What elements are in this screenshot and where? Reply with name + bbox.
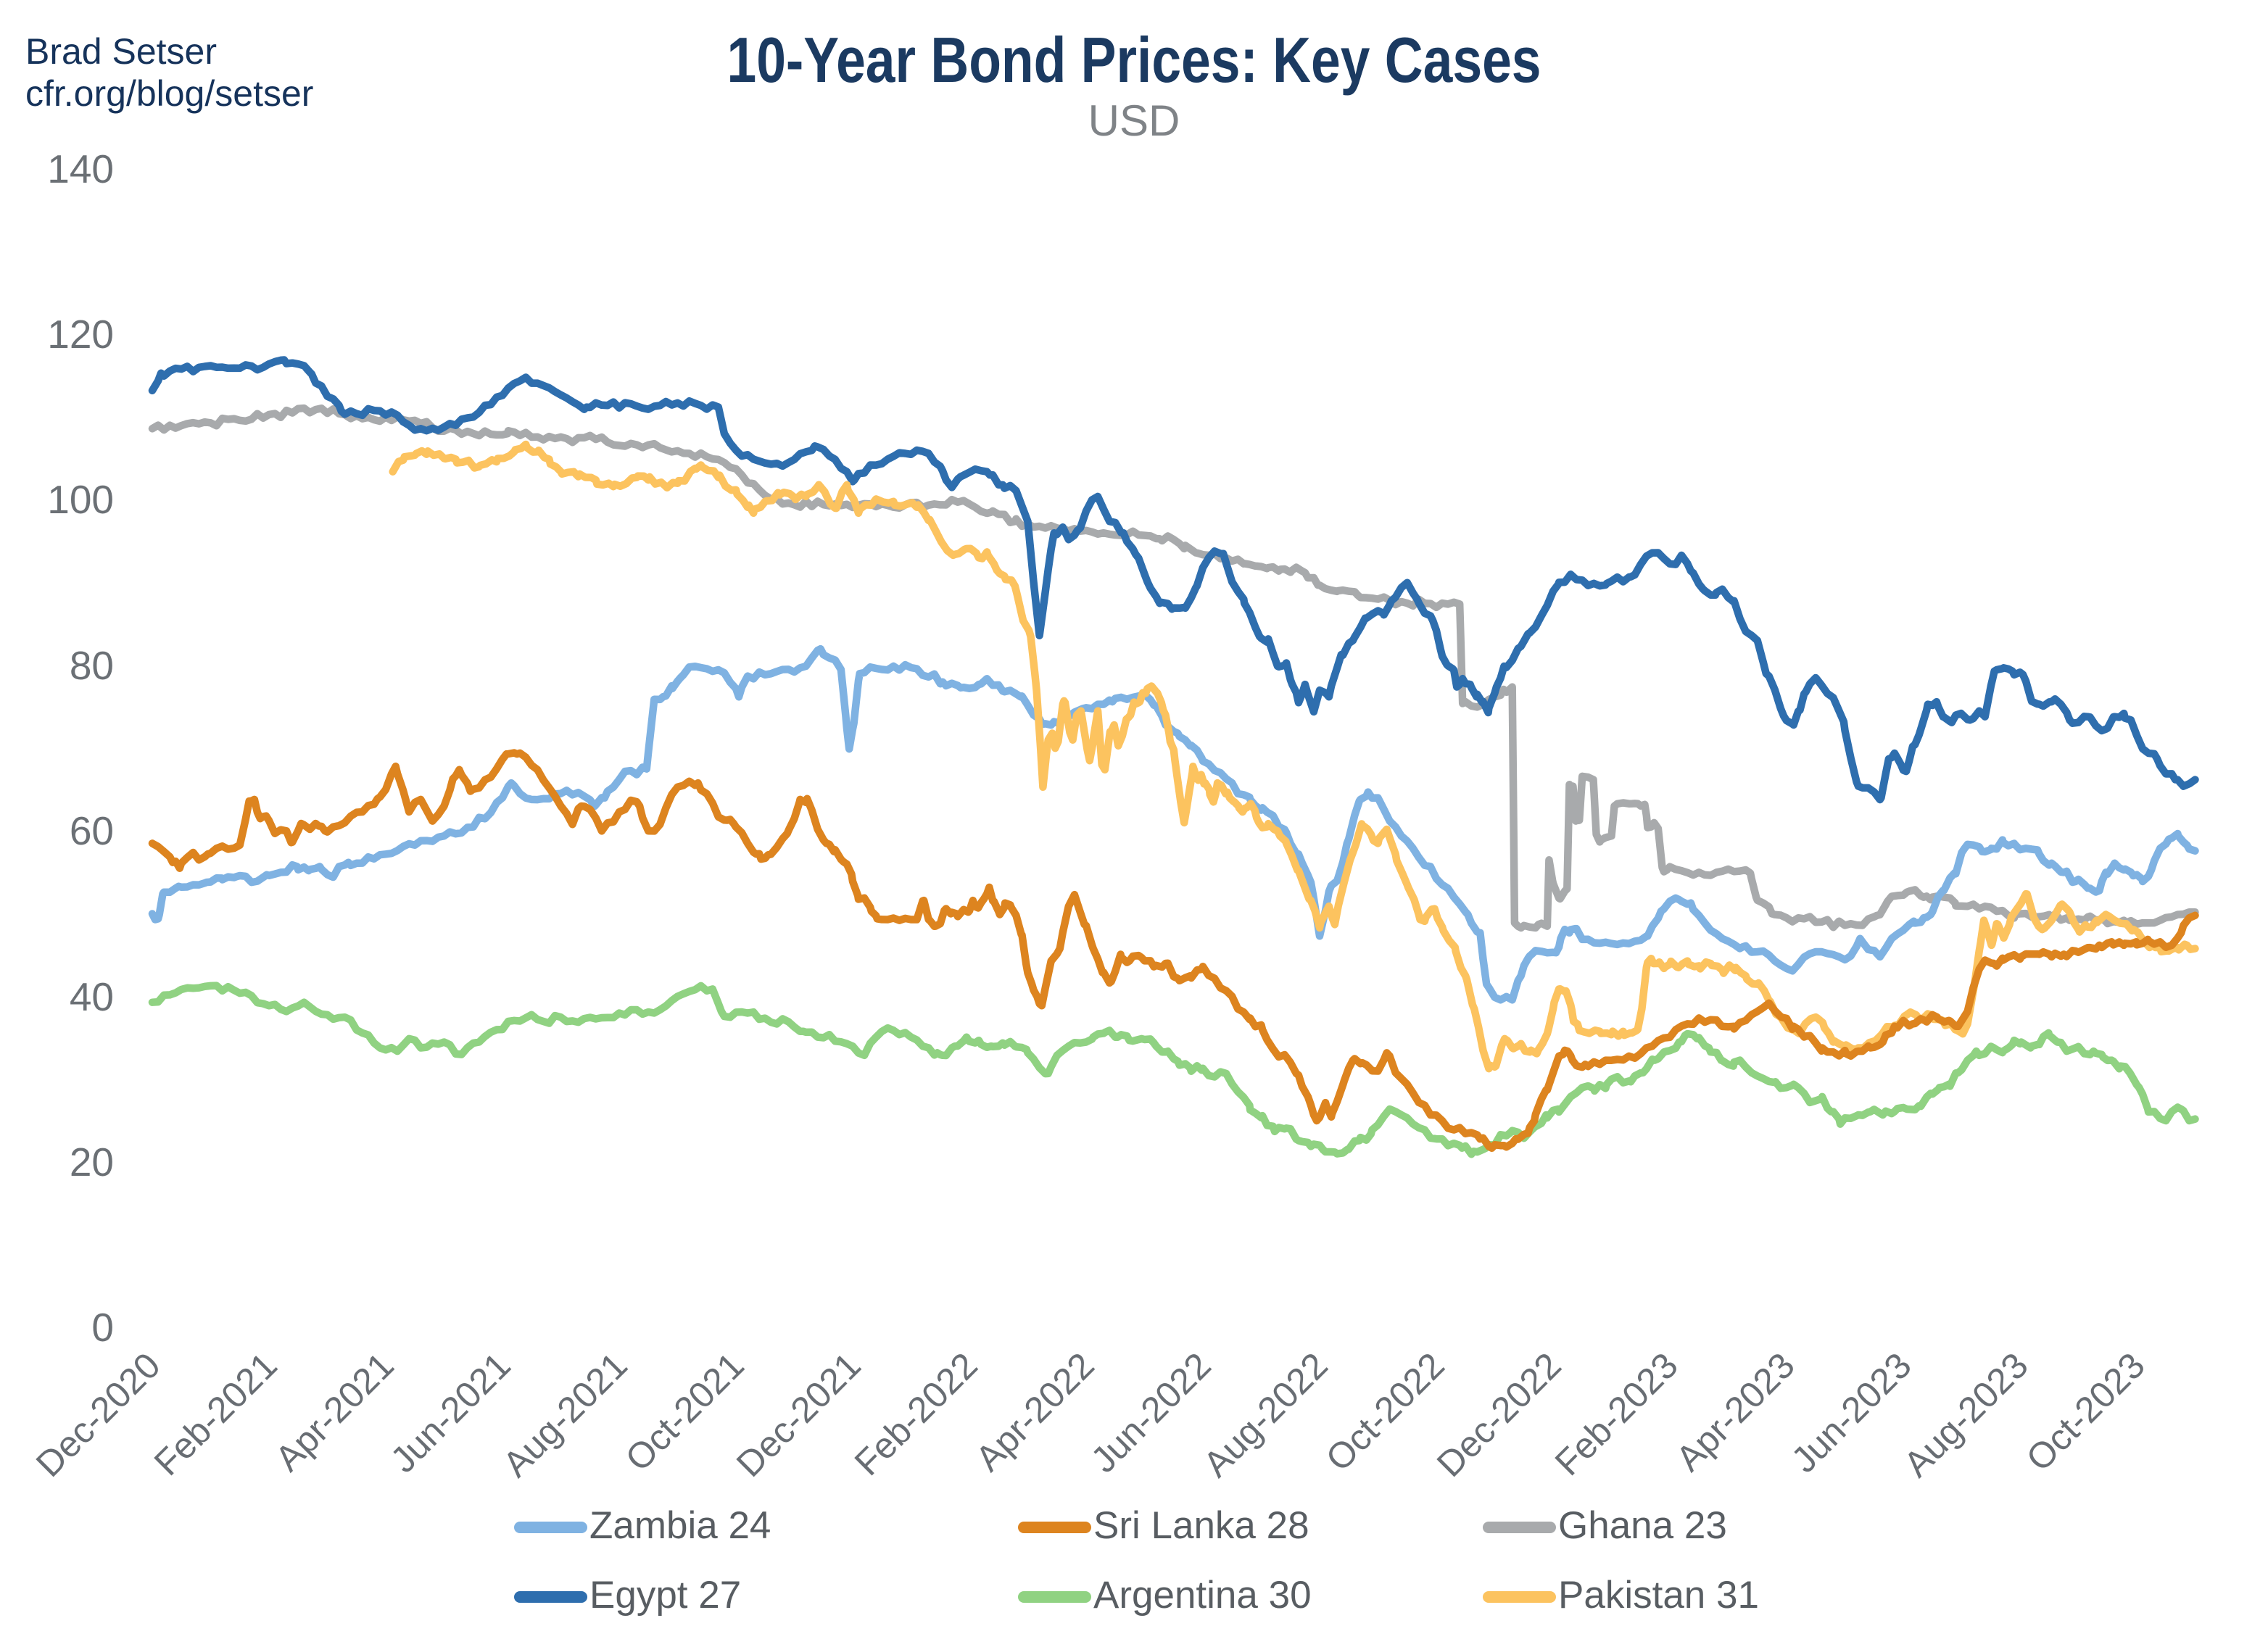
svg-text:USD: USD: [1088, 96, 1180, 145]
svg-text:Argentina 30: Argentina 30: [1093, 1574, 1312, 1617]
svg-text:0: 0: [91, 1305, 114, 1350]
svg-text:60: 60: [70, 808, 114, 853]
svg-text:Zambia 24: Zambia 24: [589, 1504, 771, 1547]
svg-text:120: 120: [47, 312, 114, 357]
svg-text:Sri Lanka 28: Sri Lanka 28: [1093, 1504, 1309, 1547]
svg-text:100: 100: [47, 477, 114, 522]
svg-text:Egypt 27: Egypt 27: [589, 1574, 741, 1617]
svg-text:10-Year Bond Prices: Key Cases: 10-Year Bond Prices: Key Cases: [727, 24, 1541, 96]
svg-text:40: 40: [70, 974, 114, 1019]
svg-text:20: 20: [70, 1140, 114, 1185]
svg-text:Brad Setser: Brad Setser: [25, 31, 217, 72]
svg-text:80: 80: [70, 643, 114, 688]
svg-text:Ghana 23: Ghana 23: [1558, 1504, 1727, 1547]
svg-text:cfr.org/blog/setser: cfr.org/blog/setser: [25, 73, 313, 114]
svg-text:140: 140: [47, 146, 114, 191]
svg-text:Pakistan 31: Pakistan 31: [1558, 1574, 1759, 1617]
